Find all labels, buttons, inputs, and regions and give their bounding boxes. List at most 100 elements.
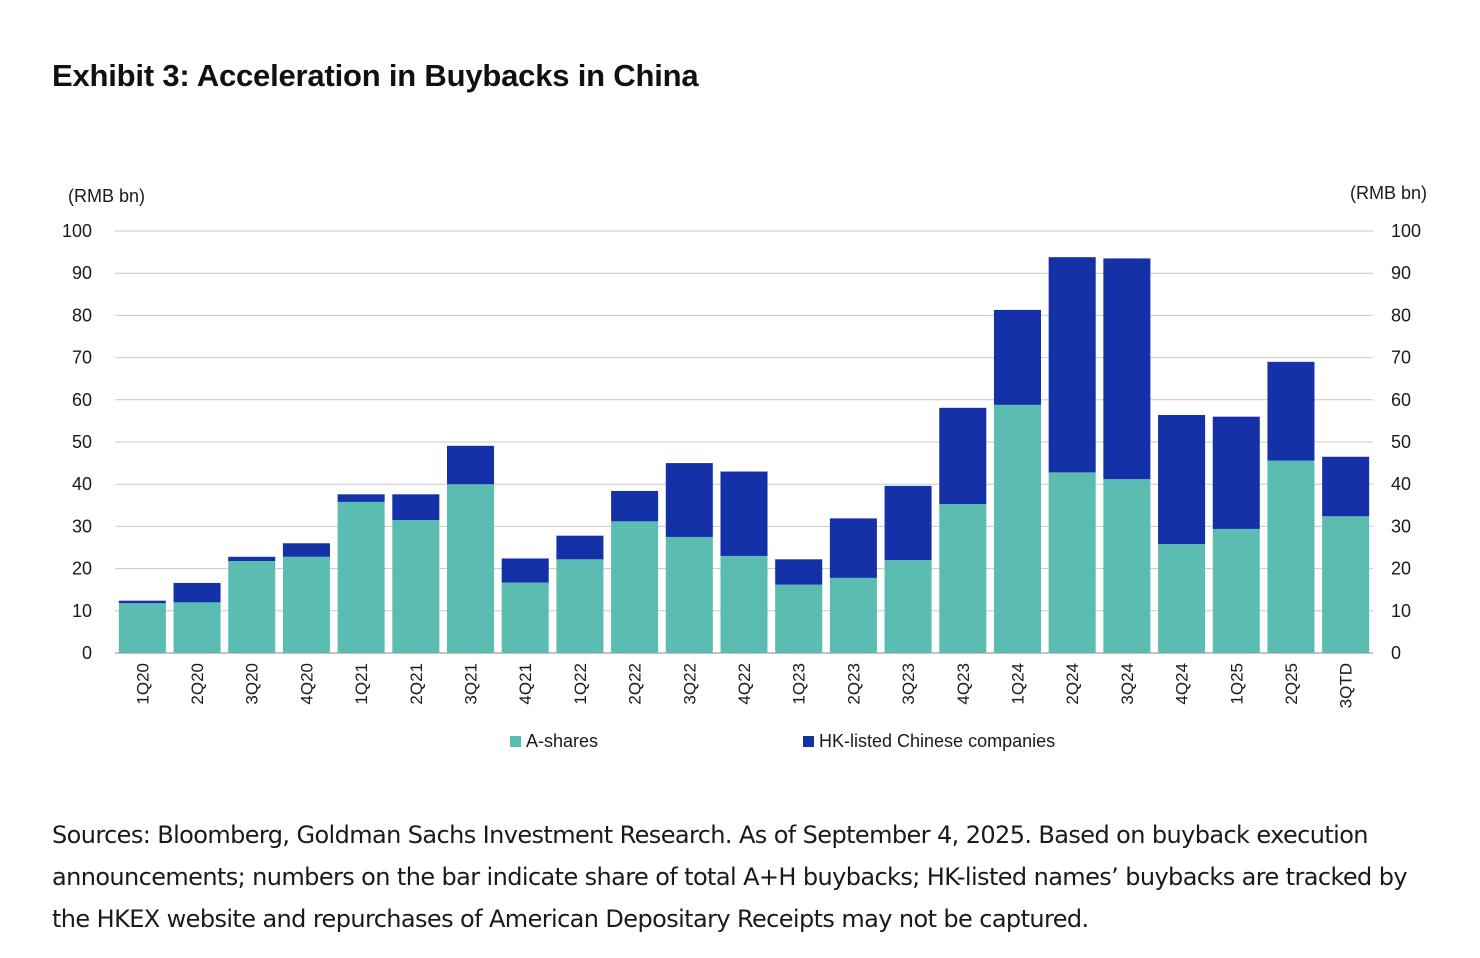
category-label: 3Q22	[680, 663, 699, 705]
bar-a-shares-4Q22	[720, 555, 768, 653]
bar-a-shares-1Q20	[118, 603, 166, 653]
bar-a-shares-3QTD	[1322, 516, 1370, 653]
bar-a-shares-2Q23	[829, 577, 877, 653]
bar-a-shares-3Q23	[884, 560, 932, 653]
bar-hk-listed-2Q23	[829, 518, 877, 578]
left-tick-label: 70	[72, 348, 92, 368]
bar-stack-1Q21	[337, 494, 385, 653]
bar-hk-listed-2Q21	[392, 494, 440, 521]
bars	[118, 257, 1370, 653]
bar-hk-listed-1Q23	[775, 559, 823, 585]
bar-a-shares-3Q21	[447, 484, 495, 653]
bar-a-shares-1Q25	[1212, 528, 1260, 653]
bar-a-shares-3Q22	[665, 536, 713, 653]
legend-label-a-shares: A-shares	[526, 731, 599, 751]
category-label: 2Q23	[844, 663, 863, 705]
bar-hk-listed-1Q25	[1212, 416, 1260, 529]
left-tick-label: 90	[72, 263, 92, 283]
bar-hk-listed-3Q21	[447, 445, 495, 485]
bar-a-shares-2Q22	[611, 521, 659, 653]
left-tick-label: 50	[72, 432, 92, 452]
bar-hk-listed-2Q24	[1048, 257, 1096, 473]
category-labels: 1Q20 2Q20 3Q20 4Q20 1Q21 2Q21 3Q21 4Q21 1Q22 2Q22…	[133, 663, 1355, 708]
category-label: 4Q21	[516, 663, 535, 705]
left-axis-ticks: 0 10 20 30 40 50 60 70 80 90 100	[62, 221, 92, 663]
bar-hk-listed-2Q20	[173, 582, 221, 603]
bar-stack-3Q20	[228, 556, 276, 653]
bar-hk-listed-1Q20	[118, 600, 166, 604]
bar-stack-3Q22	[665, 463, 713, 653]
bar-stack-1Q22	[556, 535, 604, 653]
bar-stack-1Q24	[993, 309, 1041, 653]
right-tick-label: 50	[1391, 432, 1411, 452]
bar-stack-3Q24	[1103, 258, 1151, 653]
bar-hk-listed-3Q23	[884, 485, 932, 561]
category-label: 4Q20	[297, 663, 316, 705]
bar-hk-listed-1Q24	[993, 309, 1041, 405]
left-tick-label: 80	[72, 305, 92, 325]
right-tick-label: 100	[1391, 221, 1421, 241]
bar-a-shares-4Q20	[282, 556, 330, 653]
right-tick-label: 90	[1391, 263, 1411, 283]
right-tick-label: 30	[1391, 516, 1411, 536]
category-label: 1Q22	[571, 663, 590, 705]
left-axis-unit: (RMB bn)	[68, 186, 145, 206]
legend-swatch-a-shares	[510, 736, 521, 747]
bar-a-shares-1Q22	[556, 559, 604, 653]
right-tick-label: 0	[1391, 643, 1401, 663]
category-label: 4Q24	[1173, 663, 1192, 705]
right-axis-unit: (RMB bn)	[1350, 183, 1427, 203]
bar-hk-listed-2Q22	[611, 490, 659, 522]
bar-hk-listed-4Q24	[1158, 414, 1206, 545]
right-tick-label: 60	[1391, 390, 1411, 410]
left-tick-label: 10	[72, 601, 92, 621]
left-tick-label: 20	[72, 559, 92, 579]
right-tick-label: 10	[1391, 601, 1411, 621]
bar-stack-1Q25	[1212, 416, 1260, 653]
bar-stack-4Q24	[1158, 414, 1206, 653]
category-label: 1Q21	[352, 663, 371, 705]
category-label: 1Q23	[790, 663, 809, 705]
bar-hk-listed-3QTD	[1322, 456, 1370, 517]
legend-item-a-shares: A-shares	[510, 731, 598, 752]
bar-stack-3QTD	[1322, 456, 1370, 653]
bar-a-shares-2Q21	[392, 520, 440, 653]
bar-a-shares-2Q24	[1048, 472, 1096, 653]
bar-hk-listed-4Q21	[501, 558, 549, 583]
category-label: 2Q20	[188, 663, 207, 705]
bar-stack-3Q21	[447, 445, 495, 653]
bar-stack-2Q24	[1048, 257, 1096, 653]
bar-hk-listed-4Q22	[720, 471, 768, 556]
bar-hk-listed-3Q22	[665, 463, 713, 537]
left-tick-label: 30	[72, 516, 92, 536]
category-label: 3QTD	[1337, 663, 1356, 708]
stacked-bar-chart: (RMB bn) (RMB bn) 0102030405060708090100…	[62, 183, 1427, 708]
bar-stack-4Q20	[282, 543, 330, 653]
bar-stack-4Q23	[939, 407, 987, 653]
category-label: 3Q21	[462, 663, 481, 705]
category-label: 3Q20	[243, 663, 262, 705]
bar-stack-2Q23	[829, 518, 877, 653]
bar-a-shares-1Q23	[775, 584, 823, 653]
bar-a-shares-3Q24	[1103, 479, 1151, 653]
category-label: 2Q21	[407, 663, 426, 705]
category-label: 1Q24	[1008, 663, 1027, 705]
bar-a-shares-4Q21	[501, 582, 549, 653]
bar-stack-3Q23	[884, 485, 932, 653]
category-label: 1Q20	[133, 663, 152, 705]
bar-hk-listed-4Q23	[939, 407, 987, 505]
legend-label-hk-listed: HK-listed Chinese companies	[819, 731, 1056, 751]
category-label: 2Q24	[1063, 663, 1082, 705]
right-tick-label: 20	[1391, 559, 1411, 579]
legend-item-hk-listed: HK-listed Chinese companies	[803, 731, 1055, 752]
bar-stack-2Q20	[173, 582, 221, 653]
bar-hk-listed-1Q21	[337, 494, 385, 502]
bar-hk-listed-4Q20	[282, 543, 330, 557]
bar-stack-4Q22	[720, 471, 768, 653]
category-label: 4Q22	[735, 663, 754, 705]
bar-a-shares-1Q21	[337, 501, 385, 653]
bar-a-shares-4Q23	[939, 504, 987, 653]
bar-a-shares-1Q24	[993, 404, 1041, 653]
bar-stack-2Q22	[611, 490, 659, 653]
legend-swatch-hk-listed	[803, 736, 814, 747]
